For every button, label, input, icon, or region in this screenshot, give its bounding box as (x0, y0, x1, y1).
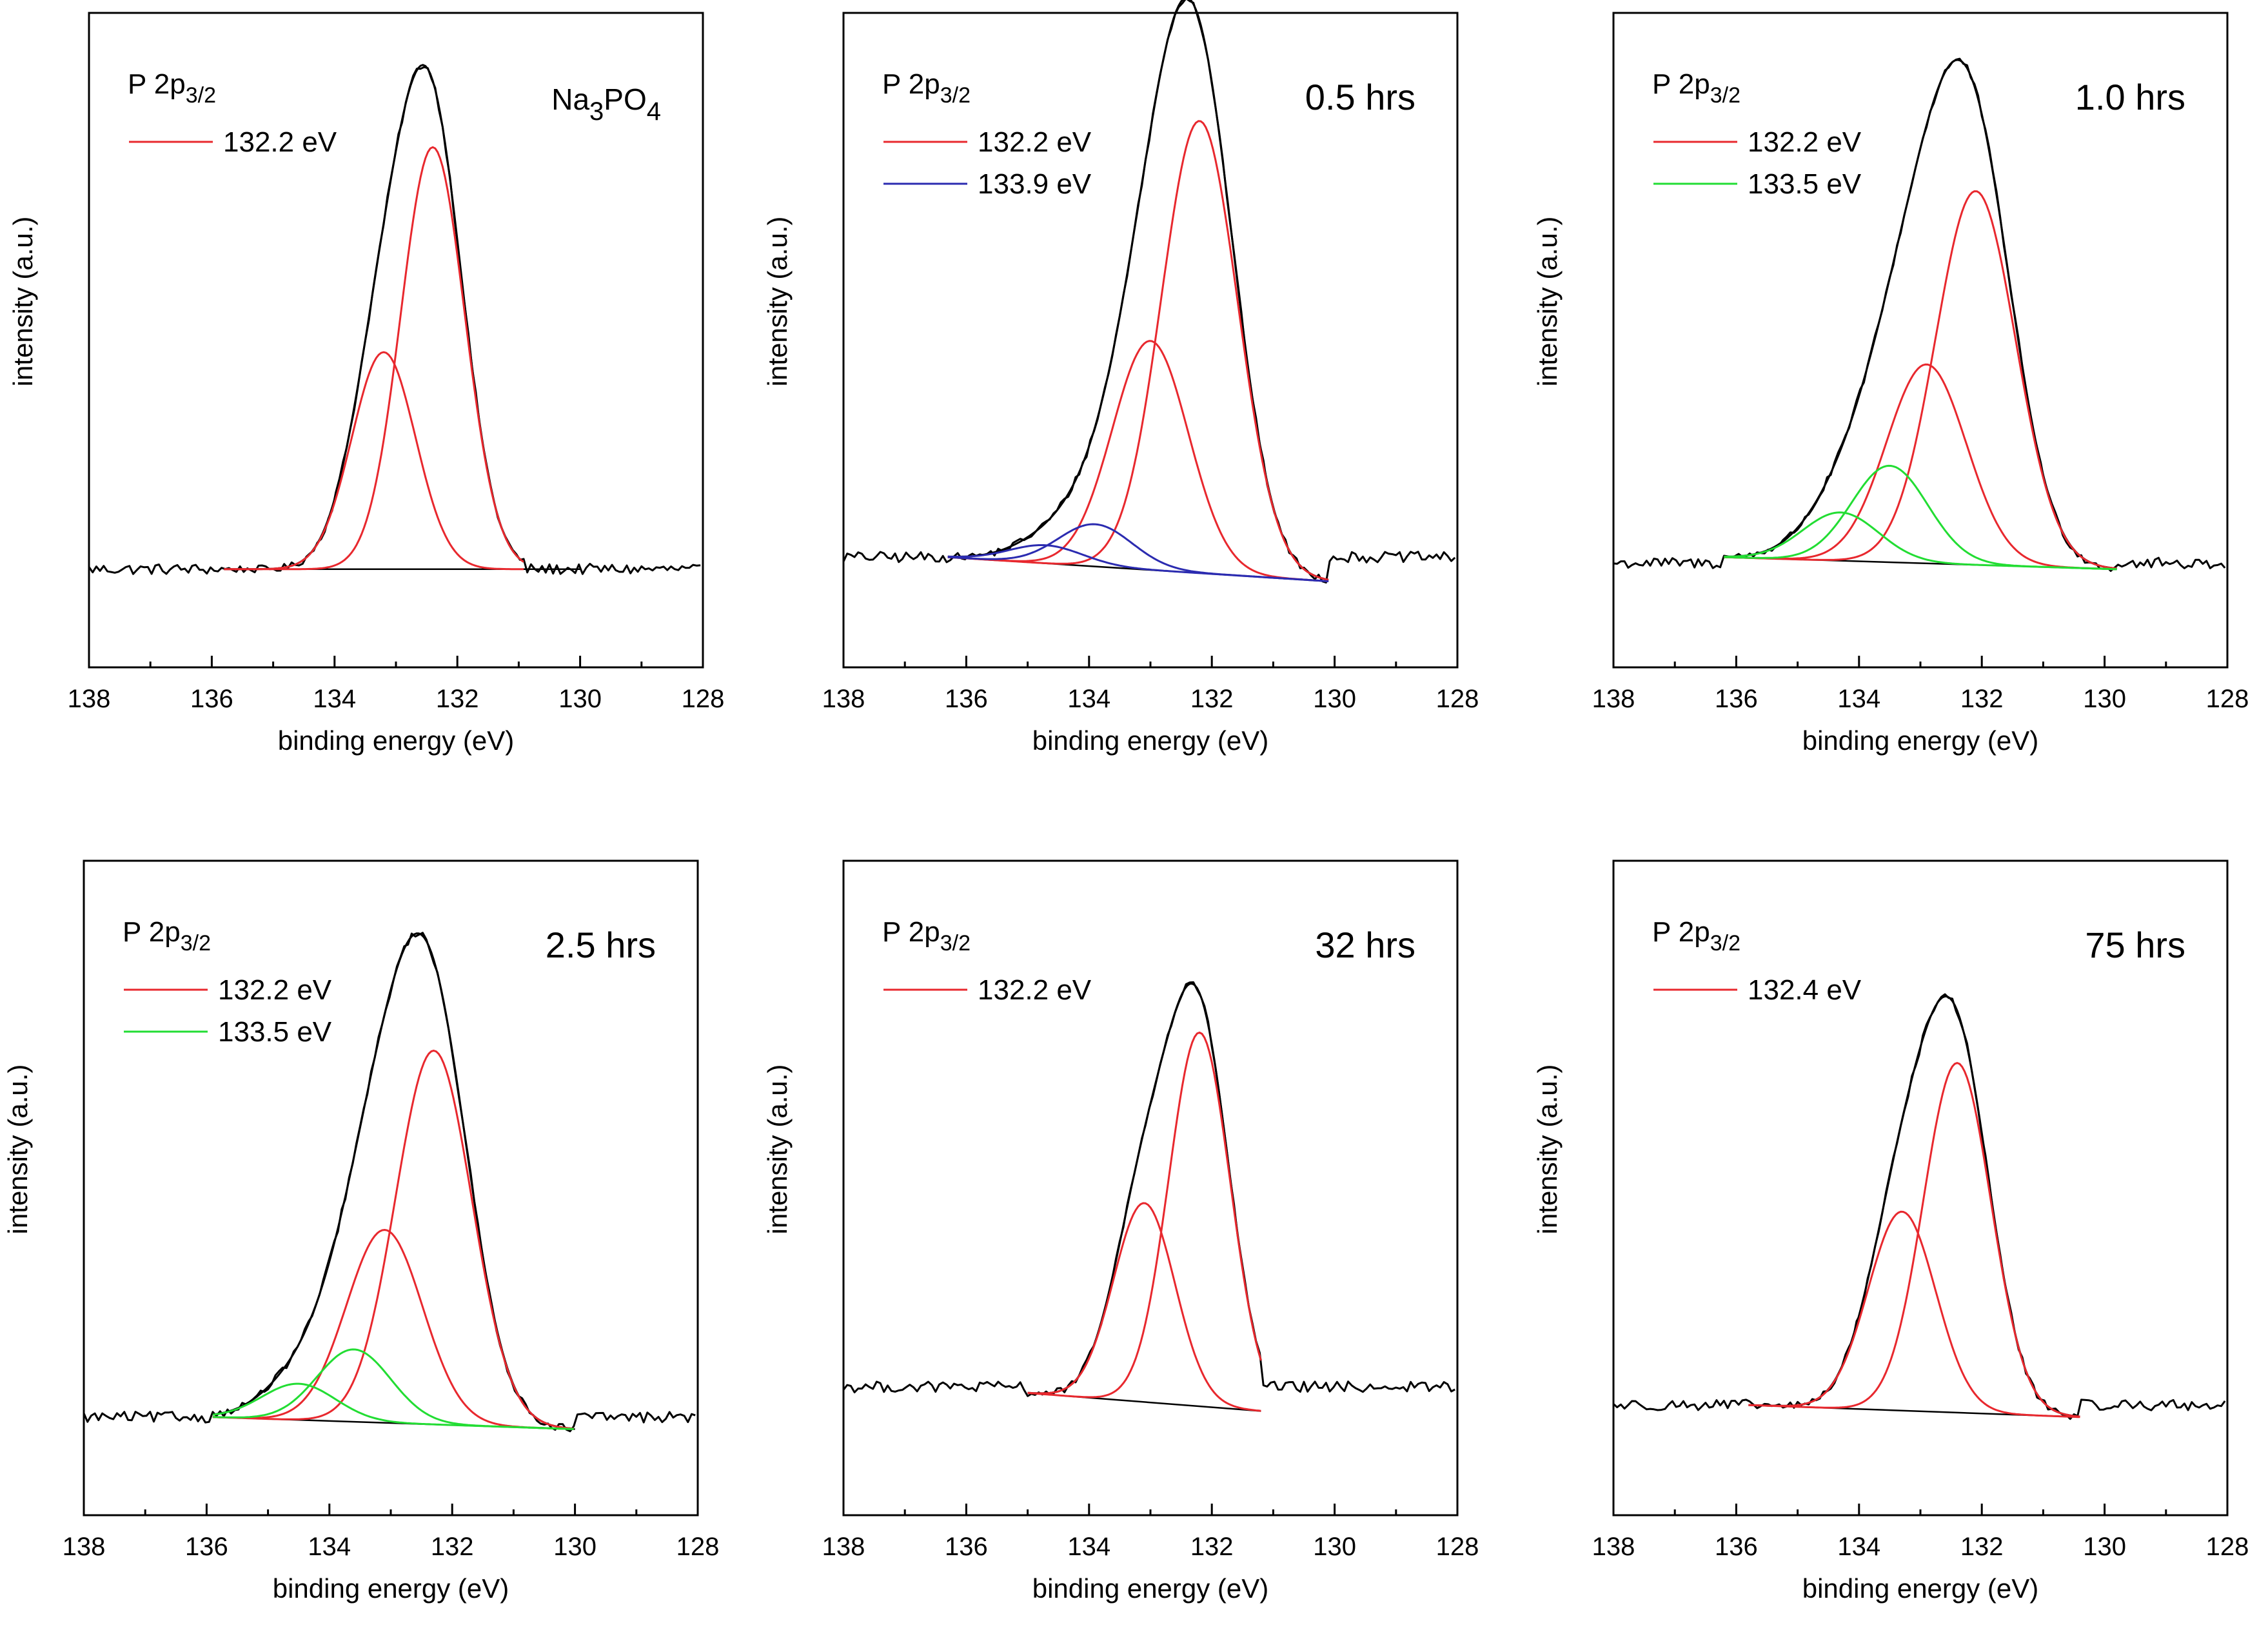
panel-label: 75 hrs (2085, 925, 2185, 965)
measured-spectrum (1612, 993, 2226, 1420)
x-axis-label: binding energy (eV) (1032, 725, 1269, 756)
legend-label: 133.9 eV (978, 168, 1092, 200)
x-tick-label: 128 (676, 1533, 720, 1561)
x-tick-label: 136 (185, 1533, 228, 1561)
panel-label: Na3PO4 (551, 83, 661, 126)
x-tick-label: 136 (945, 685, 988, 713)
x-axis-label: binding energy (eV) (1032, 1573, 1269, 1604)
x-tick-label: 134 (308, 1533, 351, 1561)
fit-component-2 (1724, 363, 2117, 571)
x-tick-label: 130 (1313, 1533, 1356, 1561)
legend-label: 133.5 eV (1748, 168, 1862, 200)
x-tick-label: 138 (822, 685, 865, 713)
panel-1: 138 136 134 132 130 128 binding energy (eV) int… (8, 12, 725, 756)
legend-label: 133.5 eV (218, 1016, 332, 1048)
legend-label: 132.2 eV (978, 126, 1092, 158)
panel-5: 138 136 134 132 130 128 binding energy (eV) int… (762, 859, 1479, 1604)
fit-component-1 (224, 146, 524, 571)
x-tick-label: 136 (1715, 685, 1758, 713)
x-tick-label: 130 (558, 685, 602, 713)
y-axis-label: intensity (a.u.) (1532, 1065, 1563, 1235)
legend-label: 132.2 eV (1748, 126, 1862, 158)
x-tick-label: 128 (682, 685, 725, 713)
y-axis-label: intensity (a.u.) (762, 217, 793, 387)
x-tick-label: 136 (945, 1533, 988, 1561)
fit-component-2 (224, 351, 524, 571)
x-tick-label: 134 (313, 685, 356, 713)
x-tick-label: 134 (1837, 1533, 1880, 1561)
legend-title: P 2p3/2 (882, 68, 971, 108)
x-tick-label: 128 (1436, 685, 1479, 713)
measured-spectrum (88, 66, 701, 575)
x-tick-label: 138 (63, 1533, 106, 1561)
x-tick-label: 136 (190, 685, 233, 713)
fit-component-2 (947, 340, 1329, 582)
fit-component-1 (1027, 1031, 1262, 1399)
legend-label: 132.4 eV (1748, 974, 1862, 1006)
legend-label: 132.2 eV (218, 974, 332, 1006)
x-axis-label: binding energy (eV) (1802, 1573, 2039, 1604)
x-tick-label: 128 (1436, 1533, 1479, 1561)
x-tick-label: 130 (2083, 685, 2126, 713)
x-tick-label: 138 (1592, 1533, 1635, 1561)
y-axis-label: intensity (a.u.) (1532, 217, 1563, 387)
panel-6: 138 136 134 132 130 128 binding energy (eV) int… (1532, 859, 2249, 1604)
x-tick-label: 132 (431, 1533, 474, 1561)
legend-title: P 2p3/2 (128, 68, 216, 108)
x-tick-label: 136 (1715, 1533, 1758, 1561)
fit-envelope (1748, 995, 2080, 1418)
x-tick-label: 134 (1067, 685, 1110, 713)
panel-label: 32 hrs (1315, 925, 1415, 965)
panel-3: 138 136 134 132 130 128 binding energy (eV) int… (1532, 12, 2249, 756)
x-tick-label: 132 (1960, 685, 2004, 713)
x-tick-label: 130 (2083, 1533, 2126, 1561)
y-axis-label: intensity (a.u.) (8, 217, 38, 387)
fit-component-4 (1724, 511, 2117, 571)
y-axis-label: intensity (a.u.) (762, 1065, 793, 1235)
legend-label: 132.2 eV (978, 974, 1092, 1006)
fit-component-1 (1724, 190, 2117, 570)
x-tick-label: 134 (1837, 685, 1880, 713)
x-tick-label: 138 (822, 1533, 865, 1561)
y-axis-label: intensity (a.u.) (3, 1065, 33, 1235)
fit-component-1 (212, 1050, 574, 1430)
x-tick-label: 132 (1960, 1533, 2004, 1561)
panel-4: 138 136 134 132 130 128 binding energy (eV) int… (3, 859, 720, 1604)
x-axis-label: binding energy (eV) (278, 725, 515, 756)
x-axis-label: binding energy (eV) (1802, 725, 2039, 756)
legend-title: P 2p3/2 (123, 916, 211, 956)
panel-2: 138 136 134 132 130 128 binding energy (eV) int… (762, 0, 1479, 756)
x-tick-label: 130 (553, 1533, 597, 1561)
x-tick-label: 134 (1067, 1533, 1110, 1561)
x-axis-label: binding energy (eV) (273, 1573, 509, 1604)
fit-component-4 (947, 544, 1329, 582)
fit-component-4 (212, 1382, 574, 1430)
measured-spectrum (842, 981, 1455, 1397)
panel-label: 0.5 hrs (1305, 77, 1415, 117)
fit-component-3 (947, 523, 1329, 582)
fit-component-1 (1748, 1062, 2080, 1418)
fit-component-2 (1748, 1210, 2080, 1418)
x-tick-label: 128 (2206, 1533, 2249, 1561)
fit-envelope (947, 0, 1329, 581)
legend-title: P 2p3/2 (882, 916, 971, 956)
fit-envelope (212, 932, 574, 1430)
x-tick-label: 132 (1190, 1533, 1234, 1561)
measured-spectrum (83, 932, 696, 1433)
legend-title: P 2p3/2 (1652, 68, 1740, 108)
x-tick-label: 128 (2206, 685, 2249, 713)
legend-title: P 2p3/2 (1652, 916, 1740, 956)
legend-label: 132.2 eV (223, 126, 337, 158)
x-tick-label: 138 (68, 685, 111, 713)
x-tick-label: 132 (1190, 685, 1234, 713)
measured-spectrum (1613, 57, 2226, 572)
x-tick-label: 138 (1592, 685, 1635, 713)
x-tick-label: 132 (436, 685, 479, 713)
fit-component-2 (1027, 1202, 1261, 1412)
x-tick-label: 130 (1313, 685, 1356, 713)
panel-label: 2.5 hrs (546, 925, 656, 965)
panel-label: 1.0 hrs (2075, 77, 2185, 117)
